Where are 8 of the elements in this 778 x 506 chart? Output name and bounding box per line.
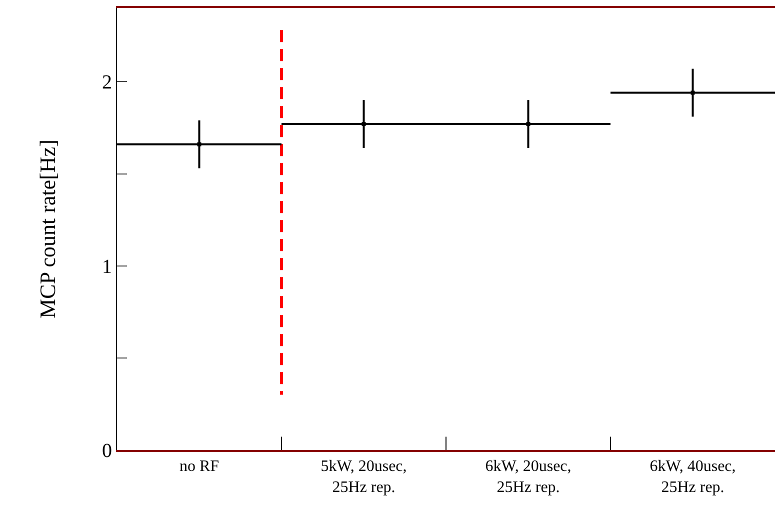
y-tick-label: 0: [102, 440, 112, 462]
y-tick-label: 2: [102, 72, 112, 94]
y-tick-label: 1: [102, 256, 112, 278]
x-tick-label: 5kW, 20usec, 25Hz rep.: [320, 458, 407, 496]
y-axis-title: MCP count rate[Hz]: [34, 140, 60, 318]
x-tick-label: 6kW, 20usec, 25Hz rep.: [485, 458, 572, 496]
x-tick-label: 6kW, 40usec, 25Hz rep.: [650, 458, 736, 496]
x-tick-label: no RF: [179, 458, 220, 475]
